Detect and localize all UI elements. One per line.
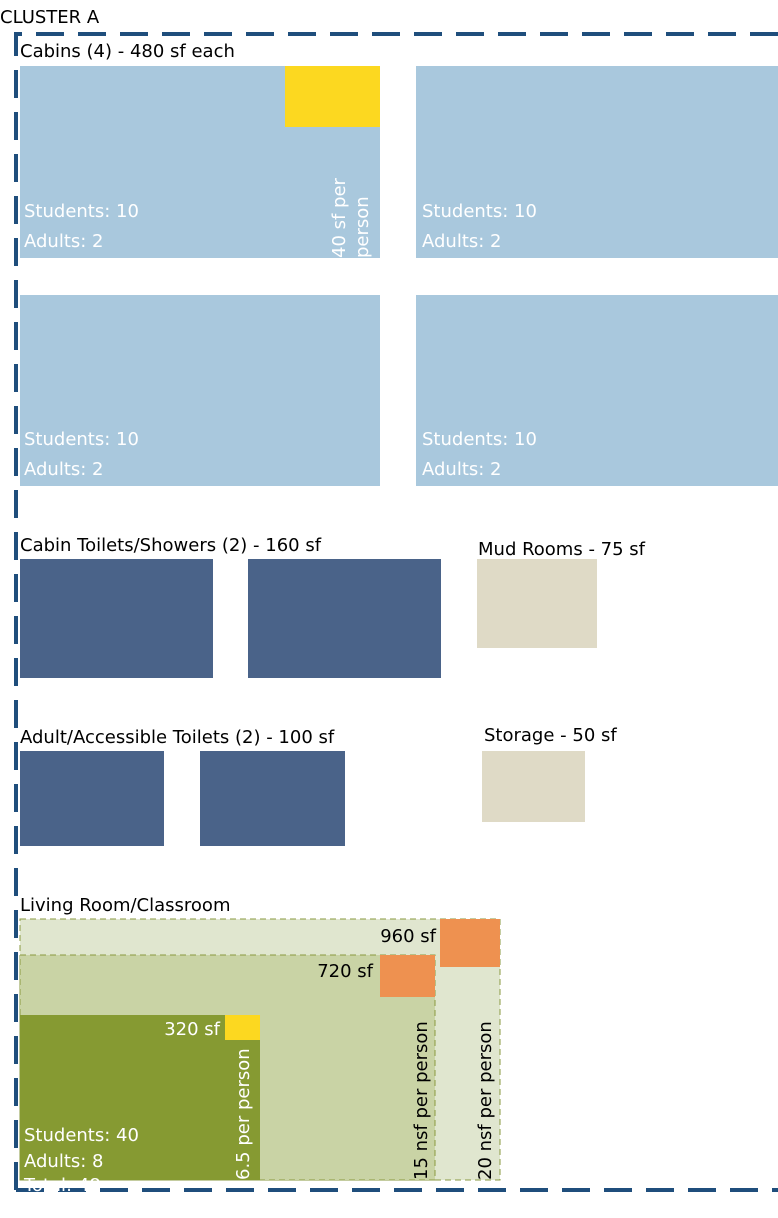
rate-label: 15 nsf per person [411, 1021, 432, 1180]
per-person-label: person [352, 196, 373, 258]
area-320 [20, 1015, 260, 1180]
living-room-label: Living Room/Classroom [20, 895, 230, 916]
cabin-adults: Adults: 2 [24, 459, 104, 480]
toilet [20, 559, 213, 678]
cabin [416, 66, 778, 258]
cabin [20, 295, 380, 486]
cabin-students: Students: 10 [422, 429, 537, 450]
cabin-adults: Adults: 2 [422, 459, 502, 480]
per-person-label: 40 sf per [329, 177, 350, 258]
toilet [200, 751, 345, 846]
area-label: 320 sf [164, 1019, 220, 1040]
adult-toilets-label: Adult/Accessible Toilets (2) - 100 sf [20, 727, 335, 748]
students-count: Students: 40 [24, 1125, 139, 1146]
cabin-toilets-label: Cabin Toilets/Showers (2) - 160 sf [20, 535, 322, 556]
cabin-students: Students: 10 [24, 201, 139, 222]
cabin-students: Students: 10 [422, 201, 537, 222]
toilet [20, 751, 164, 846]
rate-label: 20 nsf per person [475, 1021, 496, 1180]
per-person-area [285, 66, 380, 127]
cabin-adults: Adults: 2 [24, 231, 104, 252]
area-label: 960 sf [380, 926, 436, 947]
storage-label: Storage - 50 sf [484, 725, 617, 746]
area-label: 720 sf [317, 961, 373, 982]
per-person-area [440, 919, 500, 967]
toilet [248, 559, 441, 678]
total-count: Total: 48 [23, 1175, 101, 1196]
mud-room [477, 559, 597, 648]
cluster-border [14, 32, 778, 1192]
storage [482, 751, 585, 822]
per-person-area [225, 1015, 260, 1040]
per-person-area [380, 955, 435, 997]
adults-count: Adults: 8 [24, 1151, 104, 1172]
cabin [416, 295, 778, 486]
cabin-adults: Adults: 2 [422, 231, 502, 252]
rate-label: 6.5 per person [233, 1048, 254, 1180]
cabins-label: Cabins (4) - 480 sf each [20, 41, 235, 62]
cluster-title: CLUSTER A [0, 7, 100, 28]
mud-rooms-label: Mud Rooms - 75 sf [478, 539, 646, 560]
cabin-students: Students: 10 [24, 429, 139, 450]
